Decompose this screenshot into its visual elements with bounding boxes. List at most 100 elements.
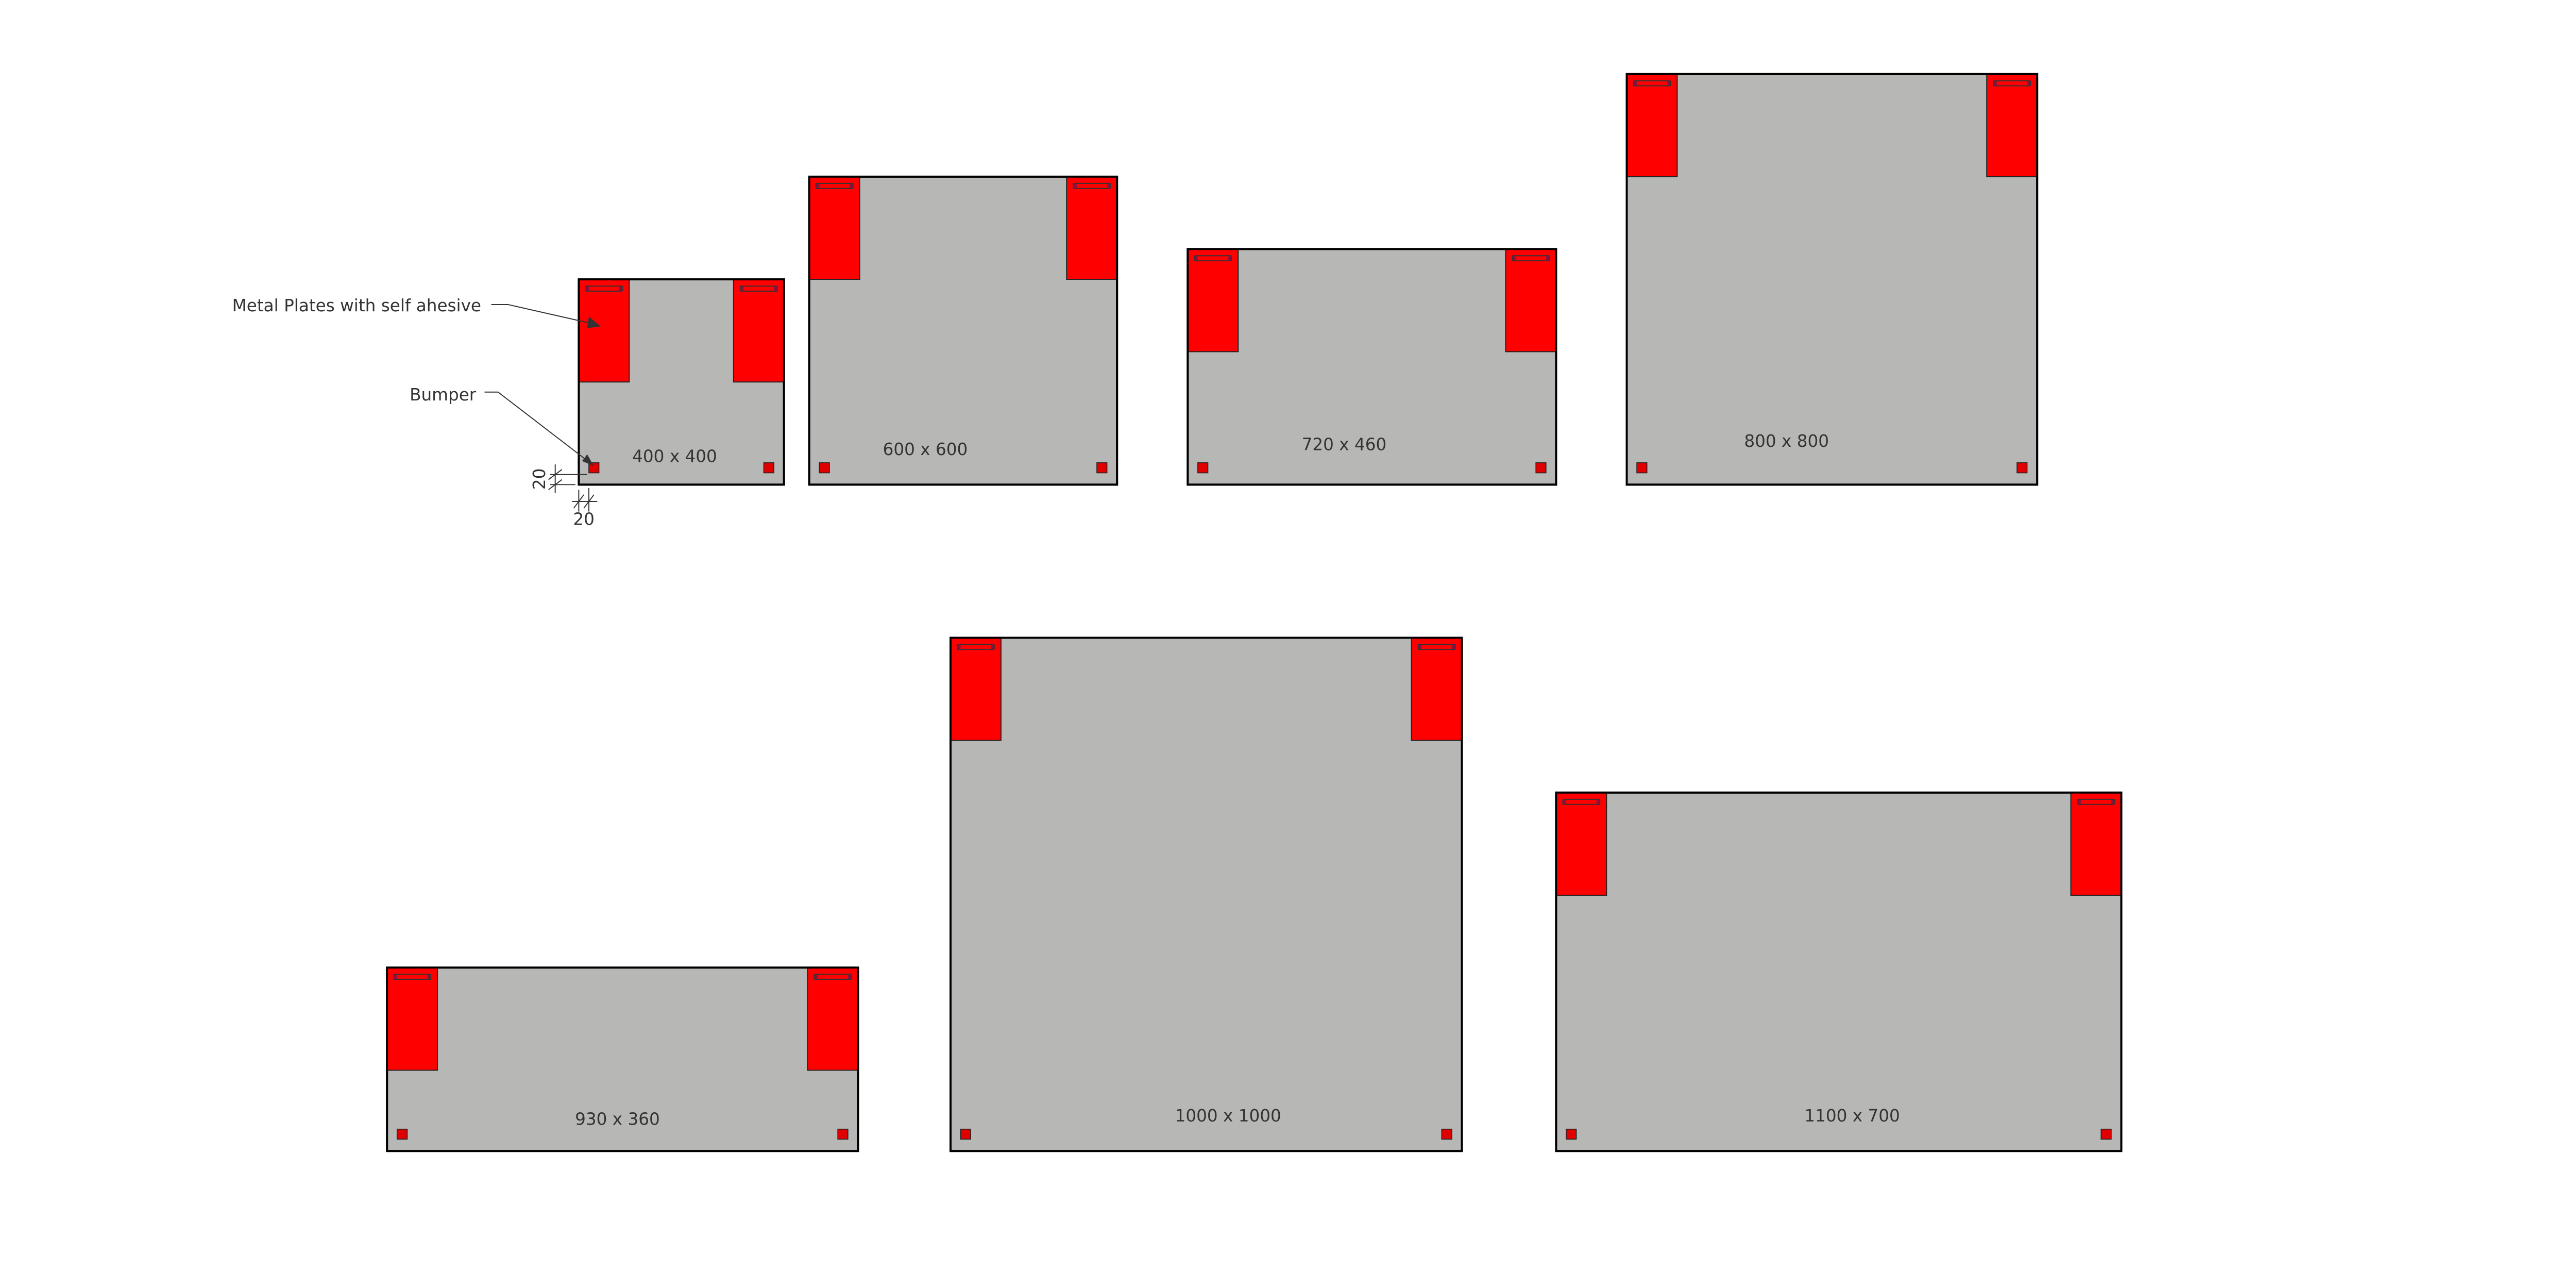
- plate-slot: [739, 286, 778, 292]
- plate-slot: [1073, 182, 1111, 189]
- bumper: [819, 462, 830, 474]
- panel-size-label: 800 x 800: [1744, 431, 1829, 451]
- slot-end: [1546, 256, 1549, 261]
- bumper: [1441, 1129, 1452, 1140]
- slot-end: [1513, 256, 1516, 261]
- slot-end: [991, 645, 994, 649]
- slot-end: [427, 975, 431, 979]
- slot-end: [850, 183, 853, 188]
- slot-end: [957, 645, 961, 649]
- bumper: [837, 1129, 849, 1140]
- plate-slot: [1633, 80, 1671, 87]
- slot-end: [1418, 645, 1422, 649]
- panel-720x460: 720 x 460: [1187, 248, 1557, 486]
- metal-plate: [950, 637, 1002, 741]
- bumper: [763, 462, 774, 474]
- panel-size-label: 930 x 360: [575, 1110, 660, 1129]
- bumper: [1535, 462, 1547, 474]
- panel-size-label: 720 x 460: [1302, 434, 1387, 454]
- slot-end: [740, 287, 744, 291]
- slot-end: [1451, 645, 1455, 649]
- metal-plate: [1626, 73, 1678, 177]
- metal-plate: [1986, 73, 2038, 177]
- bumper-leader-line: [484, 391, 593, 465]
- slot-end: [1994, 81, 1997, 86]
- slot-end: [1634, 81, 1637, 86]
- metal-plate: [2070, 792, 2122, 896]
- metal-plate: [1411, 637, 1463, 741]
- metal-plate: [1187, 248, 1239, 353]
- plate-slot: [393, 974, 432, 980]
- plate-slot: [1512, 255, 1550, 262]
- metal-plate: [807, 967, 859, 1071]
- annotation-bumper: Bumper: [410, 385, 594, 466]
- plate-slot: [1417, 644, 1456, 650]
- panel-body: [1555, 791, 2123, 1152]
- slot-end: [1107, 183, 1110, 188]
- dim-vertical-label: 20: [530, 468, 549, 490]
- slot-end: [2027, 81, 2030, 86]
- plate-slot: [1993, 80, 2031, 87]
- slot-end: [816, 183, 820, 188]
- bumper: [2100, 1129, 2112, 1140]
- slot-end: [394, 975, 397, 979]
- plates-leader-line: [491, 304, 598, 326]
- panel-outline: [1625, 73, 2039, 486]
- arrow-icon: [582, 454, 594, 466]
- panel-930x360: 930 x 360: [386, 966, 859, 1152]
- metal-plate: [386, 967, 438, 1071]
- panel-600x600: 600 x 600: [808, 175, 1118, 486]
- bumper: [1197, 462, 1209, 474]
- slot-end: [1195, 256, 1198, 261]
- plate-slot: [957, 644, 995, 650]
- panel-body: [949, 636, 1463, 1152]
- panel-outline: [578, 278, 785, 486]
- plate-slot: [585, 286, 623, 292]
- dimension-horizontal: 20: [572, 488, 598, 529]
- plate-slot: [814, 974, 852, 980]
- panel-400x400: 400 x 400: [578, 278, 785, 486]
- plate-slot: [1562, 798, 1601, 805]
- bumper: [1566, 1129, 1577, 1140]
- metal-plate: [1505, 248, 1557, 353]
- bumper-label: Bumper: [410, 385, 477, 405]
- slot-end: [848, 975, 851, 979]
- slot-end: [2078, 799, 2081, 804]
- slot-end: [1596, 799, 1600, 804]
- panel-outline: [808, 175, 1118, 486]
- plates-label: Metal Plates with self ahesive: [232, 296, 481, 315]
- panel-800x800: 800 x 800: [1625, 73, 2039, 486]
- dimension-vertical: 20: [530, 464, 587, 493]
- slot-end: [1667, 81, 1670, 86]
- slot-end: [774, 287, 777, 291]
- panel-size-label: 600 x 600: [883, 440, 968, 459]
- plate-slot: [815, 182, 854, 189]
- panel-outline: [949, 636, 1463, 1152]
- panel-size-label: 1100 x 700: [1804, 1106, 1900, 1126]
- slot-end: [586, 287, 589, 291]
- annotation-plates: Metal Plates with self ahesive: [232, 296, 601, 328]
- slot-end: [2111, 799, 2114, 804]
- metal-plate: [733, 279, 785, 383]
- panel-body: [1625, 73, 2039, 486]
- plate-slot: [1194, 255, 1232, 262]
- plate-slot: [2077, 798, 2115, 805]
- metal-plate: [808, 176, 860, 280]
- panel-1100x700: 1100 x 700: [1555, 791, 2123, 1152]
- metal-plate: [1066, 176, 1118, 280]
- bumper: [588, 462, 600, 474]
- slot-end: [1228, 256, 1231, 261]
- arrow-icon: [587, 316, 601, 328]
- dim-horizontal-label: 20: [573, 510, 595, 529]
- panel-outline: [386, 966, 859, 1152]
- slot-end: [815, 975, 818, 979]
- panel-size-label: 400 x 400: [632, 446, 717, 466]
- panel-outline: [1555, 791, 2123, 1152]
- metal-plate: [578, 279, 630, 383]
- panel-size-label: 1000 x 1000: [1175, 1106, 1281, 1126]
- bumper: [1096, 462, 1108, 474]
- panel-outline: [1187, 248, 1557, 486]
- bumper: [396, 1129, 408, 1140]
- bumper: [1636, 462, 1648, 474]
